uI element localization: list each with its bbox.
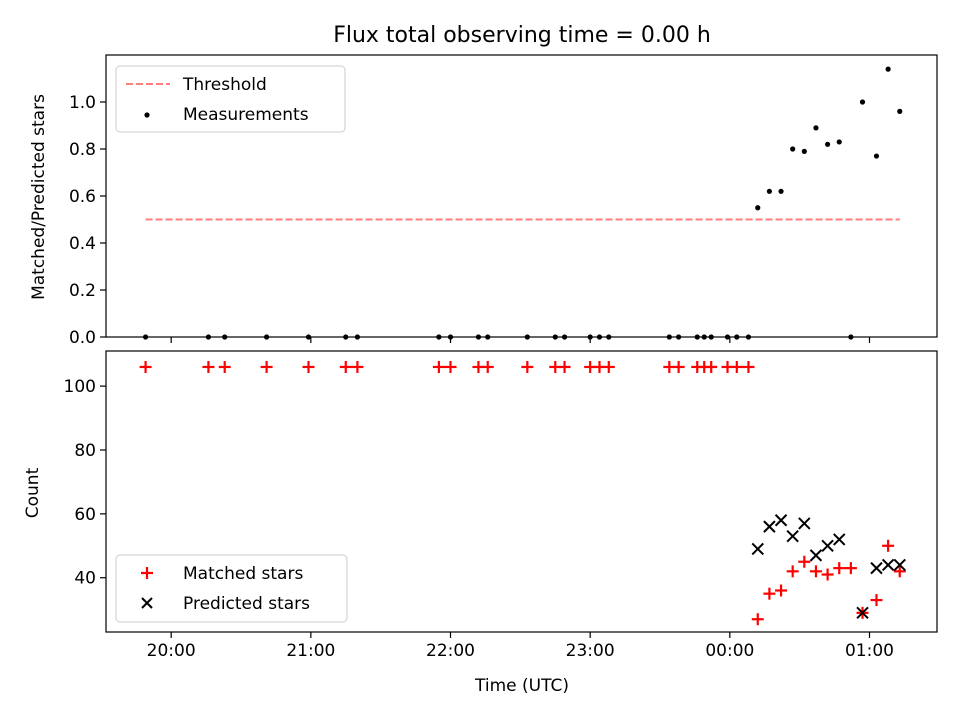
top-y-tick-label: 0.2 <box>69 281 96 301</box>
matched-star-point <box>558 360 571 373</box>
predicted-legend-marker <box>141 597 153 609</box>
matched-star-point <box>139 360 152 373</box>
measurement-point <box>859 99 866 105</box>
matched-star-point <box>751 613 764 626</box>
matched-star-point <box>730 360 743 373</box>
matched-star-point <box>763 587 776 600</box>
chart-title: Flux total observing time = 0.00 h <box>333 23 711 48</box>
predicted-star-point <box>856 606 869 620</box>
measurement-point <box>766 188 773 194</box>
predicted-star-point <box>786 529 799 543</box>
matched-star-point <box>260 360 273 373</box>
matched-star-point <box>809 565 822 578</box>
matched-star-point <box>339 360 352 373</box>
threshold-legend-label: Threshold <box>182 75 267 95</box>
bottom-axes: 40 60 80 100 20:00 21:00 22:00 23:00 00:00 01:00… <box>23 350 938 696</box>
measurement-point <box>836 139 842 145</box>
bottom-y-axis-label: Count <box>23 467 43 518</box>
measurement-point <box>755 205 761 211</box>
predicted-star-point <box>870 561 883 575</box>
top-y-axis-label: Matched/Predicted stars <box>29 94 49 300</box>
x-tick-label: 22:00 <box>426 641 475 661</box>
measurement-point <box>897 108 903 114</box>
measurements-legend-marker <box>144 112 150 118</box>
bottom-legend-box <box>115 554 348 623</box>
matched-star-point <box>833 562 846 575</box>
bottom-axes-frame <box>105 350 938 633</box>
matched-star-point <box>882 539 895 552</box>
top-y-tick-label: 0.4 <box>69 234 96 254</box>
predicted-star-point <box>798 517 811 530</box>
matched-star-point <box>893 565 906 578</box>
matched-star-point <box>481 360 494 373</box>
measurement-point <box>885 66 891 72</box>
predicted-star-point <box>809 549 823 562</box>
measurement-point <box>824 141 831 147</box>
matched-star-point <box>432 360 445 373</box>
matched-star-point <box>351 360 364 373</box>
matched-legend-label: Matched stars <box>183 564 303 584</box>
x-tick-label: 23:00 <box>566 641 615 661</box>
measurement-point <box>790 146 796 152</box>
matched-star-point <box>798 555 811 568</box>
x-axis-label: Time (UTC) <box>474 676 569 696</box>
matched-star-point <box>202 360 215 373</box>
top-y-tick-label: 0.0 <box>69 328 96 348</box>
predicted-star-point <box>751 542 764 556</box>
predicted-star-point <box>763 520 776 533</box>
top-axes: Flux total observing time = 0.00 h 0.0 0.… <box>29 23 938 348</box>
top-y-tick-label: 1.0 <box>69 93 96 113</box>
measurement-point <box>813 125 819 131</box>
matched-star-point <box>705 360 718 373</box>
bottom-y-tick-label: 80 <box>74 441 96 461</box>
measurement-point <box>778 188 784 194</box>
predicted-star-point <box>774 514 788 527</box>
top-legend-box <box>115 65 346 133</box>
predicted-star-point <box>833 533 846 546</box>
predicted-star-point <box>881 558 895 572</box>
measurement-point <box>801 148 807 154</box>
x-tick-label: 00:00 <box>705 641 754 661</box>
matched-star-point <box>786 565 799 578</box>
bottom-y-tick-label: 100 <box>64 377 96 397</box>
matched-star-point <box>444 360 457 373</box>
predicted-star-point <box>821 539 834 552</box>
top-y-tick-label: 0.8 <box>69 140 96 160</box>
matched-star-point <box>821 568 834 581</box>
bottom-legend: Matched stars Predicted stars <box>115 554 348 623</box>
matched-star-point <box>521 360 534 373</box>
measurement-point <box>873 153 880 159</box>
bottom-y-tick-label: 40 <box>74 569 96 589</box>
x-tick-label: 01:00 <box>845 641 894 661</box>
matched-legend-marker <box>141 567 153 579</box>
matched-star-point <box>870 594 883 607</box>
matched-star-point <box>218 360 231 373</box>
matched-star-point <box>775 584 788 597</box>
matched-star-point <box>302 360 315 373</box>
bottom-y-tick-label: 60 <box>74 505 96 525</box>
predicted-star-point <box>893 558 906 572</box>
x-tick-label: 21:00 <box>286 641 335 661</box>
predicted-legend-label: Predicted stars <box>183 594 310 614</box>
matched-star-point <box>602 360 615 373</box>
top-y-tick-label: 0.6 <box>69 187 96 207</box>
measurements-legend-label: Measurements <box>183 105 309 125</box>
matched-star-point <box>742 360 755 373</box>
matched-star-point <box>672 360 685 373</box>
matched-star-point <box>844 562 857 575</box>
x-tick-label: 20:00 <box>147 641 196 661</box>
top-legend: Threshold Measurements <box>115 65 346 133</box>
